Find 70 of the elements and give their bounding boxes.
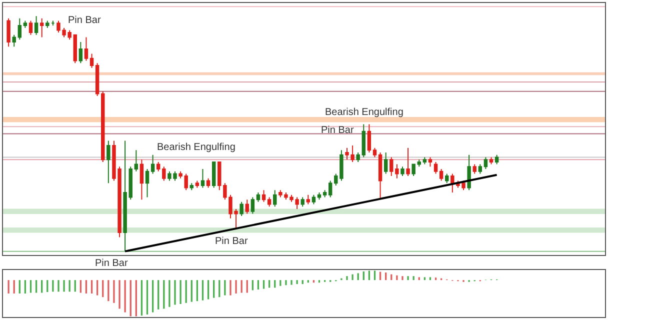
candlestick: [317, 192, 322, 200]
candlestick: [494, 154, 499, 165]
candlestick: [484, 156, 488, 170]
candlestick: [162, 166, 166, 182]
candlestick: [450, 173, 454, 194]
candlestick: [372, 147, 377, 158]
candlestick: [472, 164, 476, 174]
candlestick: [90, 53, 94, 68]
annotation: Pin Bar: [321, 125, 354, 136]
candlestick: [328, 180, 332, 198]
candlestick: [34, 16, 38, 36]
candlestick: [78, 41, 83, 64]
candlestick: [150, 154, 155, 174]
candlestick: [478, 164, 482, 174]
candlestick: [95, 62, 100, 97]
candlestick: [439, 168, 444, 182]
candlestick: [417, 159, 421, 168]
candlestick: [422, 156, 427, 165]
candlestick: [306, 194, 310, 205]
candlestick: [356, 152, 360, 162]
candlestick: [40, 18, 44, 38]
candlestick: [267, 196, 272, 208]
candlestick: [206, 178, 210, 188]
candlestick: [18, 18, 22, 40]
candlestick: [406, 147, 410, 177]
candlestick: [73, 34, 77, 64]
candlestick: [46, 20, 50, 28]
candlestick: [300, 196, 304, 208]
candlestick: [51, 20, 55, 26]
candlestick: [145, 168, 150, 198]
candlestick: [123, 140, 127, 252]
annotation: Pin Bar: [68, 15, 102, 26]
candlestick: [101, 90, 105, 162]
annotation: Bearish Engulfing: [325, 107, 404, 118]
candlestick: [84, 36, 88, 62]
candlestick: [190, 182, 194, 191]
candlestick: [245, 199, 249, 214]
candlestick: [256, 192, 260, 202]
candlestick: [200, 168, 205, 188]
candlestick: [156, 161, 160, 172]
candlestick: [12, 34, 16, 48]
candlestick: [362, 124, 366, 158]
candlestick: [322, 190, 327, 198]
candlestick: [23, 20, 28, 28]
candlestick: [28, 20, 33, 36]
candlestick: [128, 166, 132, 200]
text: Pin Bar: [95, 258, 128, 269]
candlestick: [467, 154, 471, 191]
candlestick: [434, 161, 438, 174]
candlestick: [273, 190, 277, 208]
candlestick: [312, 194, 316, 205]
candlestick: [412, 164, 416, 177]
candlestick: [262, 190, 266, 202]
annotation: Pin Bar: [215, 236, 248, 247]
candlestick: [6, 18, 10, 48]
candlestick: [384, 152, 388, 174]
candlestick: [106, 140, 110, 184]
annotation: Bearish Engulfing: [157, 142, 236, 153]
candlestick: [367, 124, 372, 154]
candlestick: [250, 196, 255, 214]
candlestick: [140, 159, 144, 200]
candlestick: [489, 156, 494, 165]
candlestick: [445, 173, 449, 184]
candlestick: [378, 152, 382, 200]
candlestick: [428, 156, 432, 168]
candlestick: [212, 161, 216, 188]
candlestick: [240, 201, 244, 217]
candlestick: [134, 150, 138, 172]
candlestick: [195, 180, 200, 188]
candlestick: [400, 166, 404, 177]
